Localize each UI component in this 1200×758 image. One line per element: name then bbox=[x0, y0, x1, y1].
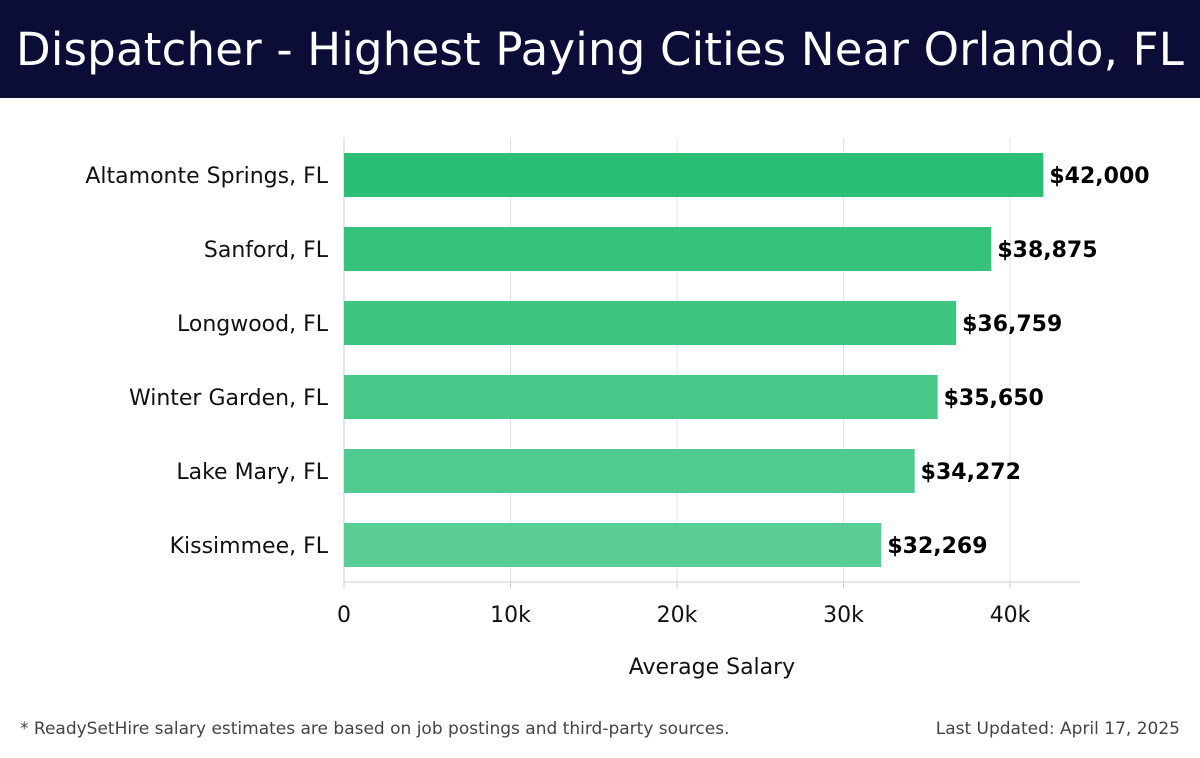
bar bbox=[344, 523, 882, 567]
category-label: Winter Garden, FL bbox=[129, 386, 329, 411]
x-tick-label: 40k bbox=[990, 603, 1031, 628]
category-label: Lake Mary, FL bbox=[176, 460, 328, 485]
category-label: Sanford, FL bbox=[204, 238, 329, 263]
value-label: $36,759 bbox=[962, 312, 1062, 337]
value-label: $32,269 bbox=[887, 534, 987, 559]
bar bbox=[344, 227, 992, 271]
x-tick-label: 20k bbox=[657, 603, 698, 628]
value-label: $34,272 bbox=[921, 460, 1021, 485]
category-label: Altamonte Springs, FL bbox=[85, 164, 328, 189]
category-label: Longwood, FL bbox=[177, 312, 329, 337]
bar bbox=[344, 301, 957, 345]
footnote: * ReadySetHire salary estimates are base… bbox=[20, 719, 730, 739]
chart-title: Dispatcher - Highest Paying Cities Near … bbox=[15, 22, 1184, 76]
last-updated: Last Updated: April 17, 2025 bbox=[935, 719, 1180, 739]
bar bbox=[344, 375, 938, 419]
x-tick-label: 30k bbox=[823, 603, 864, 628]
value-label: $42,000 bbox=[1049, 164, 1149, 189]
bar bbox=[344, 449, 915, 493]
value-label: $35,650 bbox=[944, 386, 1044, 411]
bar bbox=[344, 153, 1044, 197]
x-tick-label: 0 bbox=[337, 603, 351, 628]
chart-header: Dispatcher - Highest Paying Cities Near … bbox=[0, 0, 1200, 98]
x-tick-label: 10k bbox=[490, 603, 531, 628]
x-axis-title: Average Salary bbox=[629, 655, 795, 680]
category-label: Kissimmee, FL bbox=[170, 534, 329, 559]
value-label: $38,875 bbox=[997, 238, 1097, 263]
